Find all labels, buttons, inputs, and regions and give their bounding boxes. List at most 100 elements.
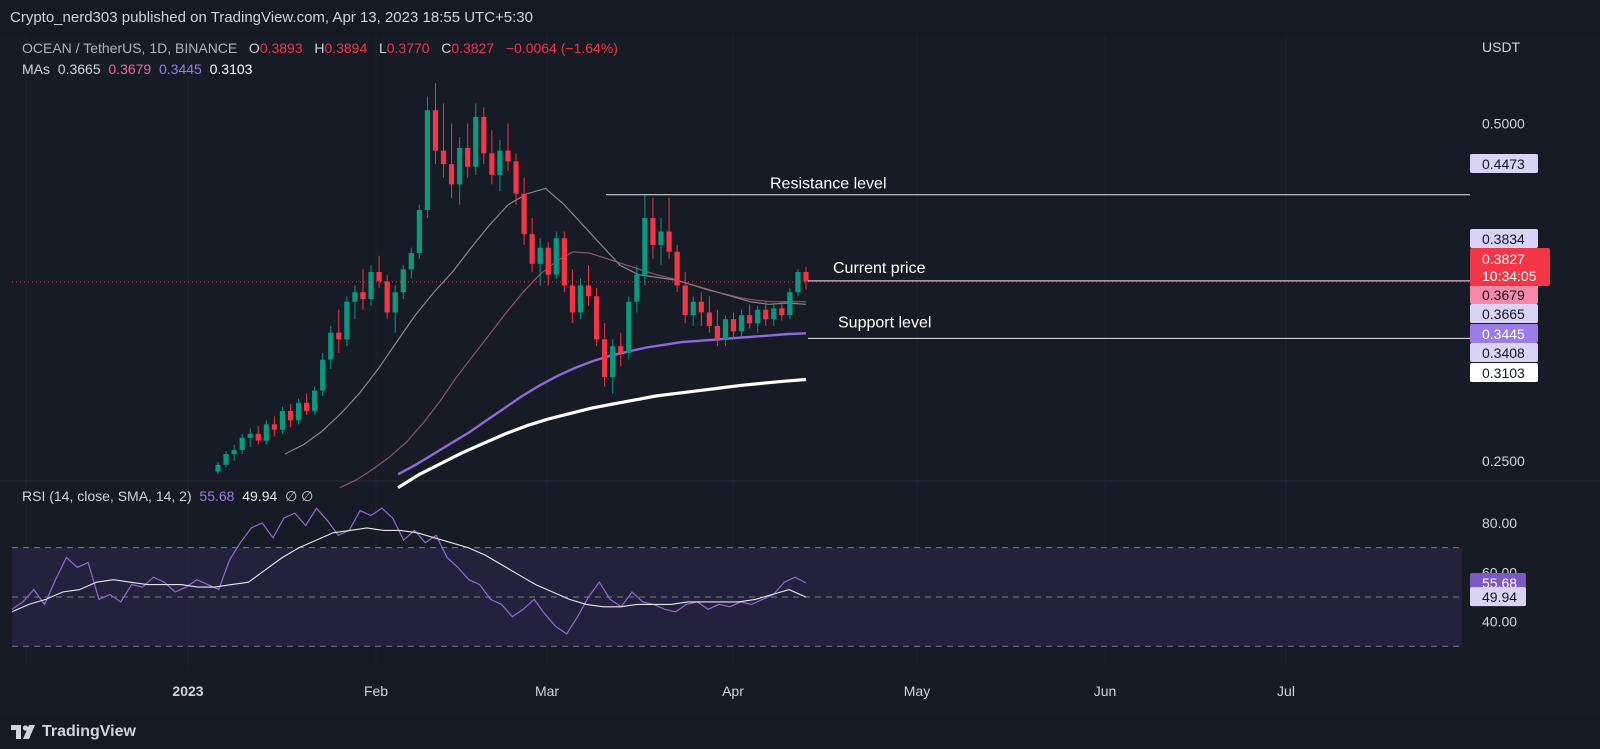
candle-body — [666, 231, 672, 252]
time-label-Apr: Apr — [722, 683, 744, 699]
open-label: O — [248, 40, 260, 56]
candle-body — [481, 116, 487, 154]
price-chart[interactable]: Resistance level Current price Support lev… — [0, 36, 1600, 717]
candle-body — [505, 150, 511, 162]
candle-body — [674, 251, 680, 286]
close-label: C — [441, 40, 452, 56]
low-label: L — [378, 40, 387, 56]
rsi-tick-80.00: 80.00 — [1482, 515, 1517, 531]
rsi-lines — [11, 507, 807, 635]
moving-averages — [284, 187, 807, 490]
candle-body — [360, 292, 366, 299]
candle-body — [755, 309, 761, 324]
candle-body — [400, 269, 406, 293]
last-price-tag — [1470, 248, 1550, 286]
footer: TradingView — [0, 717, 1600, 749]
price-tag-text-resistance: 0.4473 — [1482, 156, 1525, 172]
time-label-2023: 2023 — [172, 683, 203, 699]
ma2-value: 0.3679 — [108, 61, 152, 77]
candle-body — [771, 308, 777, 320]
rsi-sma-tag-text: 49.94 — [1482, 589, 1517, 605]
price-tick-0.5000: 0.5000 — [1482, 116, 1525, 132]
time-label-Jul: Jul — [1277, 683, 1295, 699]
candle-body — [215, 464, 221, 472]
candle-body — [287, 410, 294, 421]
candle-body — [561, 238, 567, 286]
time-label-Jun: Jun — [1094, 683, 1117, 699]
candle-body — [295, 402, 302, 421]
price-tag-text-ma1: 0.3665 — [1482, 306, 1525, 322]
price-tag-text-ma4: 0.3103 — [1482, 365, 1525, 381]
candle-body — [279, 410, 286, 430]
price-tag-current-line — [1470, 229, 1538, 248]
currency-label: USDT — [1482, 39, 1521, 55]
candle-body — [569, 285, 576, 313]
rsi-value: 55.68 — [199, 488, 235, 504]
candle-body — [416, 209, 422, 254]
candle-body — [545, 247, 551, 275]
candle-body — [497, 150, 503, 175]
candle-body — [642, 218, 648, 275]
candle-body — [593, 296, 600, 340]
candle-body — [247, 433, 253, 438]
symbol-label[interactable]: OCEAN / TetherUS, 1D, BINANCE — [22, 40, 238, 56]
candle-body — [626, 301, 632, 353]
candle-body — [618, 346, 624, 353]
candle-body — [473, 116, 479, 167]
price-tick-0.2500: 0.2500 — [1482, 453, 1525, 469]
price-tag-support — [1470, 343, 1538, 362]
rsi-sma-value: 49.94 — [242, 488, 278, 504]
price-tag-text-support: 0.3408 — [1482, 345, 1525, 361]
candle-body — [585, 285, 592, 297]
candle-body — [231, 449, 237, 455]
price-tag-ma3 — [1470, 324, 1538, 343]
low-value: 0.3770 — [386, 40, 430, 56]
time-label-Mar: Mar — [535, 683, 559, 699]
candle-body — [763, 309, 769, 320]
publisher-line: Crypto_nerd303 published on TradingView.… — [10, 9, 533, 26]
candle-body — [787, 292, 793, 316]
last-price-text: 0.3827 — [1482, 251, 1525, 267]
rsi-label[interactable]: RSI (14, close, SMA, 14, 2) — [22, 488, 192, 504]
ohlc-legend: OCEAN / TetherUS, 1D, BINANCE O0.3893 H0… — [22, 40, 618, 56]
candle-body — [432, 110, 439, 151]
candle-body — [803, 271, 809, 282]
ma3-value: 0.3445 — [159, 61, 202, 77]
candle-body — [328, 332, 334, 360]
candle-body — [271, 424, 277, 430]
ma-line-4 — [397, 377, 807, 490]
high-value: 0.3894 — [324, 40, 368, 56]
rsi-band — [12, 547, 1462, 647]
rsi-sma-line — [11, 527, 807, 613]
candle-body — [440, 150, 447, 165]
candle-body — [537, 247, 543, 264]
candle-body — [320, 359, 326, 391]
candle-body — [263, 424, 269, 441]
candle-body — [392, 292, 398, 313]
price-tag-ma1 — [1470, 304, 1538, 323]
candle-body — [312, 390, 318, 411]
open-value: 0.3893 — [259, 40, 303, 56]
time-label-May: May — [904, 683, 930, 699]
candle-body — [610, 346, 616, 378]
tradingview-logo[interactable]: TradingView — [10, 723, 136, 741]
level-lines: Resistance level Current price Support lev… — [12, 176, 1470, 339]
rsi-tick-40.00: 40.00 — [1482, 614, 1517, 630]
candle-body — [304, 402, 310, 411]
candle-body — [448, 164, 455, 185]
ma1-value: 0.3665 — [57, 61, 101, 77]
rsi-band-rect — [12, 547, 1462, 647]
ma4-value: 0.3103 — [209, 61, 253, 77]
change-value: −0.0064 (−1.64%) — [505, 40, 618, 56]
candle-body — [223, 454, 229, 465]
high-label: H — [314, 40, 325, 56]
close-value: 0.3827 — [451, 40, 495, 56]
candle-body — [513, 161, 519, 194]
chart-frame[interactable]: Resistance level Current price Support lev… — [0, 36, 1600, 717]
candle-body — [722, 319, 729, 340]
mas-label[interactable]: MAs — [22, 61, 50, 77]
ma-line-3 — [397, 332, 807, 476]
candle-body — [521, 193, 527, 235]
candle-body — [650, 218, 656, 246]
rsi-line — [11, 507, 807, 635]
